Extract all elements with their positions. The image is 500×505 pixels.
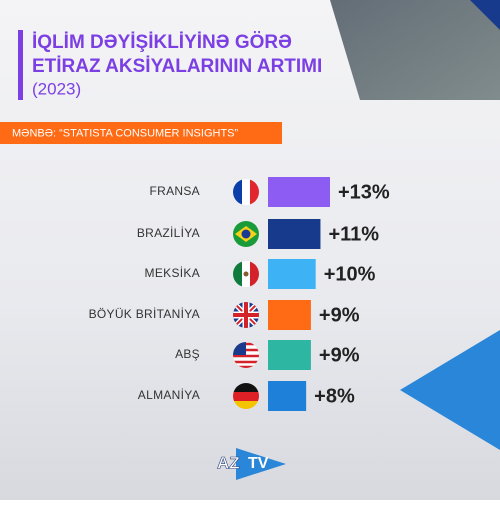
flag-mexico (233, 261, 259, 287)
bar (268, 300, 311, 330)
bar (268, 340, 311, 370)
logo-text: TV (248, 455, 269, 472)
value-label: +9% (319, 304, 360, 326)
category-label: FRANSA (150, 184, 200, 198)
corner-shape (470, 0, 500, 30)
source-banner (0, 122, 282, 144)
bar (268, 381, 307, 411)
photo (330, 0, 500, 100)
title-accent (18, 30, 23, 100)
bar (268, 259, 316, 289)
bar (268, 219, 321, 249)
value-label: +11% (328, 223, 379, 245)
source: MƏNBƏ: “STATISTA CONSUMER INSIGHTS” (12, 127, 239, 139)
value-label: +13% (338, 181, 390, 203)
category-label: BRAZİLİYA (137, 226, 200, 240)
flag-uk (233, 302, 259, 328)
logo-text: AZ (217, 453, 240, 472)
flags (233, 179, 259, 409)
title: ETİRAZ AKSİYALARININ ARTIMI (32, 56, 322, 77)
title: İQLİM DƏYİŞİKLİYİNƏ GÖRƏ (32, 32, 292, 53)
flag-germany (233, 383, 259, 409)
category-label: BÖYÜK BRİTANİYA (89, 307, 200, 321)
category-label: ALMANİYA (138, 388, 200, 402)
value-label: +8% (314, 385, 355, 407)
bar (268, 177, 330, 207)
logo-shape (236, 448, 286, 480)
corner-shape (400, 330, 500, 450)
flag-usa (233, 342, 259, 368)
value-label: +9% (319, 344, 360, 366)
value-label: +10% (324, 263, 376, 285)
subtitle: (2023) (32, 79, 81, 98)
flag-france (233, 179, 259, 205)
category-label: MEKSİKA (145, 266, 200, 280)
flag-brazil (233, 221, 259, 247)
category-label: ABŞ (175, 347, 200, 361)
